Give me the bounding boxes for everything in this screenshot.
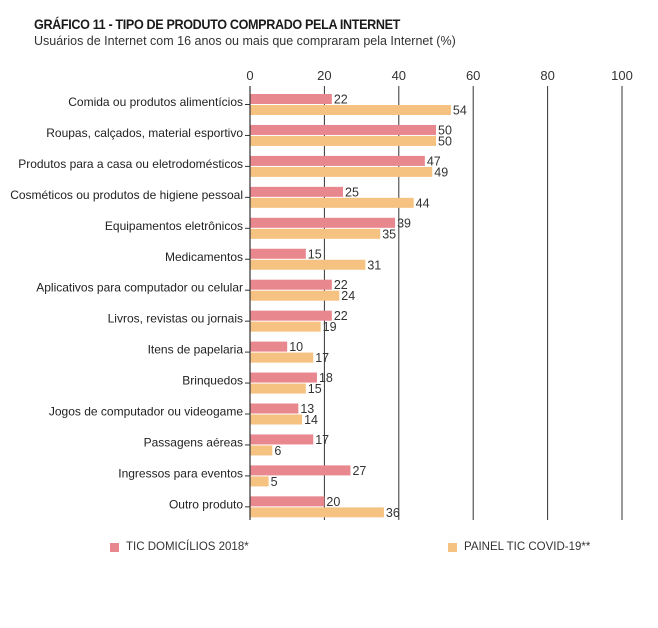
data-label: 13	[300, 402, 314, 416]
bar-painel-covid	[250, 352, 314, 363]
x-tick-label: 0	[246, 68, 253, 83]
bar-tic-domicilios	[250, 372, 317, 383]
data-label: 15	[308, 247, 322, 261]
bar-tic-domicilios	[250, 434, 314, 445]
category-label: Brinquedos	[182, 374, 243, 388]
data-label: 6	[274, 444, 281, 458]
data-label: 22	[334, 309, 348, 323]
legend-swatch-painel-covid	[448, 542, 457, 552]
bar-painel-covid	[250, 228, 381, 239]
x-tick-label: 20	[317, 68, 331, 83]
bar-tic-domicilios	[250, 155, 425, 166]
data-label: 17	[315, 351, 329, 365]
bar-tic-domicilios	[250, 94, 332, 104]
data-label: 5	[271, 475, 278, 489]
data-label: 27	[352, 464, 366, 478]
legend-swatch-tic-domicilios	[110, 542, 119, 552]
legend-item-tic-domicilios: TIC DOMICÍLIOS 2018*	[110, 541, 249, 553]
bar-tic-domicilios	[250, 217, 396, 228]
category-label: Ingressos para eventos	[118, 466, 243, 480]
category-label: Medicamentos	[165, 250, 243, 264]
category-label: Outro produto	[169, 497, 243, 511]
bar-painel-covid	[250, 507, 384, 518]
data-label: 19	[323, 320, 337, 334]
bar-painel-covid	[250, 414, 303, 425]
category-label: Comida ou produtos alimentícios	[68, 95, 243, 109]
bar-painel-covid	[250, 321, 321, 332]
data-label: 47	[427, 154, 441, 168]
legend-label-painel-covid: PAINEL TIC COVID-19**	[464, 541, 591, 553]
category-label: Passagens aéreas	[144, 435, 243, 449]
category-label: Equipamentos eletrônicos	[105, 219, 243, 233]
bar-painel-covid	[250, 290, 340, 301]
data-label: 54	[453, 104, 467, 118]
x-tick-label: 40	[392, 68, 406, 83]
category-label: Cosméticos ou produtos de higiene pessoa…	[10, 188, 243, 202]
data-label: 14	[304, 413, 318, 427]
category-label: Jogos de computador ou videogame	[49, 405, 243, 419]
data-label: 36	[386, 506, 400, 520]
chart-subtitle: Usuários de Internet com 16 anos ou mais…	[34, 34, 456, 48]
data-label: 20	[326, 495, 340, 509]
data-label: 35	[382, 227, 396, 241]
bar-tic-domicilios	[250, 403, 299, 414]
x-tick-label: 100	[611, 68, 633, 83]
data-label: 18	[319, 371, 333, 385]
category-label: Produtos para a casa ou eletrodomésticos	[18, 157, 243, 171]
category-label: Livros, revistas ou jornais	[108, 312, 243, 326]
category-label: Itens de papelaria	[148, 343, 244, 357]
bar-tic-domicilios	[250, 279, 332, 290]
data-label: 24	[341, 289, 355, 303]
bar-painel-covid	[250, 135, 436, 146]
bar-painel-covid	[250, 476, 269, 487]
bar-painel-covid	[250, 166, 433, 177]
bar-painel-covid	[250, 197, 414, 208]
legend-label-tic-domicilios: TIC DOMICÍLIOS 2018*	[126, 541, 249, 553]
data-label: 50	[438, 134, 452, 148]
bar-painel-covid	[250, 259, 366, 270]
data-label: 22	[334, 93, 348, 107]
data-label: 10	[289, 340, 303, 354]
data-label: 49	[434, 165, 448, 179]
bar-tic-domicilios	[250, 124, 436, 135]
bar-painel-covid	[250, 445, 273, 456]
data-label: 31	[367, 258, 381, 272]
category-label: Aplicativos para computador ou celular	[36, 281, 243, 295]
bar-tic-domicilios	[250, 496, 325, 507]
bar-painel-covid	[250, 105, 451, 115]
bar-tic-domicilios	[250, 341, 288, 352]
bar-painel-covid	[250, 383, 306, 394]
bar-tic-domicilios	[250, 465, 351, 476]
data-label: 15	[308, 382, 322, 396]
data-label: 25	[345, 185, 359, 199]
bar-tic-domicilios	[250, 248, 306, 259]
data-label: 50	[438, 123, 452, 137]
bar-tic-domicilios	[250, 186, 343, 197]
x-tick-label: 80	[540, 68, 554, 83]
data-label: 44	[416, 196, 430, 210]
data-label: 17	[315, 433, 329, 447]
data-label: 39	[397, 216, 411, 230]
x-tick-label: 60	[466, 68, 480, 83]
category-label: Roupas, calçados, material esportivo	[46, 126, 243, 140]
bar-tic-domicilios	[250, 310, 332, 321]
data-label: 22	[334, 278, 348, 292]
chart-title: GRÁFICO 11 - TIPO DE PRODUTO COMPRADO PE…	[34, 16, 400, 32]
legend-item-painel-covid: PAINEL TIC COVID-19**	[448, 541, 590, 553]
